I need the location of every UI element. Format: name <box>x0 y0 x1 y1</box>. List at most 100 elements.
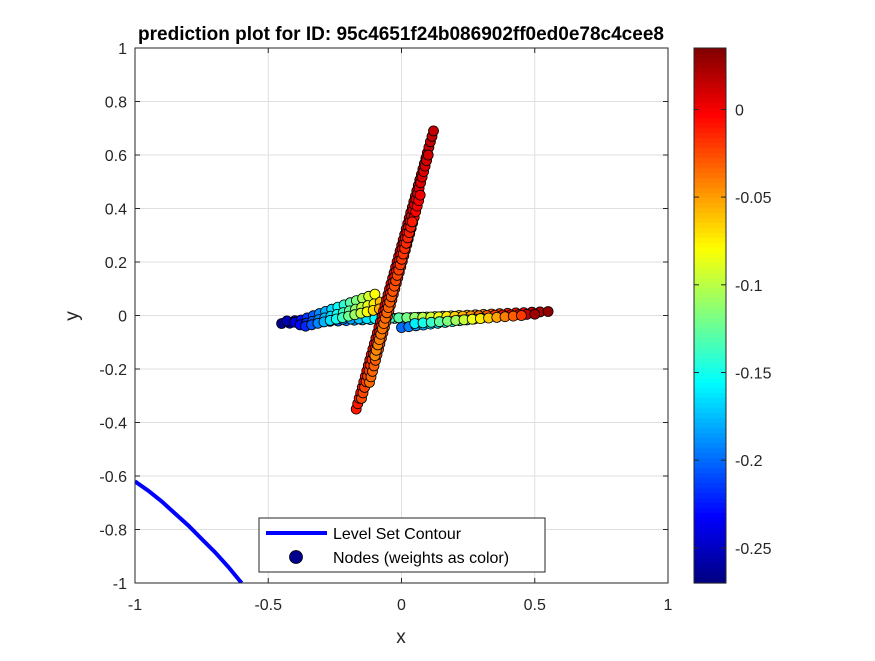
colorbar-band <box>694 223 726 229</box>
colorbar-band <box>694 478 726 484</box>
colorbar-band <box>694 153 726 159</box>
colorbar-band <box>694 473 726 479</box>
colorbar-band <box>694 278 726 284</box>
colorbar-band <box>694 498 726 504</box>
colorbar-band <box>694 158 726 164</box>
colorbar-band <box>694 483 726 489</box>
colorbar-band <box>694 443 726 449</box>
colorbar-box <box>693 47 727 584</box>
colorbar-band <box>694 333 726 339</box>
colorbar-band <box>694 523 726 529</box>
colorbar-band <box>694 503 726 509</box>
y-tick-label: -1 <box>113 576 127 593</box>
colorbar-band <box>694 228 726 234</box>
colorbar-band <box>694 293 726 299</box>
colorbar-band <box>694 328 726 334</box>
colorbar-band <box>694 568 726 574</box>
x-tick-label: -1 <box>128 597 142 614</box>
colorbar-band <box>694 288 726 294</box>
colorbar-band <box>694 363 726 369</box>
y-tick-label: -0.2 <box>99 362 127 379</box>
colorbar-band <box>694 533 726 539</box>
colorbar-band <box>694 448 726 454</box>
colorbar-band <box>694 193 726 199</box>
colorbar-band <box>694 248 726 254</box>
colorbar-band <box>694 163 726 169</box>
level-set-layer <box>135 479 244 583</box>
colorbar-band <box>694 563 726 569</box>
node-point <box>414 189 426 201</box>
level-set-contour-line <box>135 479 244 583</box>
colorbar-band <box>694 403 726 409</box>
colorbar-band <box>694 423 726 429</box>
colorbar-band <box>694 468 726 474</box>
colorbar-tick-label: -0.25 <box>735 541 772 558</box>
colorbar-band <box>694 528 726 534</box>
colorbar-tick-label: -0.1 <box>735 278 763 295</box>
colorbar-band <box>694 148 726 154</box>
colorbar-band <box>694 103 726 109</box>
node-point <box>428 125 439 137</box>
colorbar-band <box>694 48 726 54</box>
colorbar-band <box>694 428 726 434</box>
colorbar-band <box>694 438 726 444</box>
legend-label-level-set: Level Set Contour <box>333 526 462 543</box>
colorbar-band <box>694 98 726 104</box>
colorbar-band <box>694 343 726 349</box>
colorbar-band <box>694 273 726 279</box>
colorbar-band <box>694 218 726 224</box>
y-axis-label: y <box>62 311 83 321</box>
y-tick-label: 0.2 <box>105 255 127 272</box>
colorbar-band <box>694 373 726 379</box>
node-point <box>406 216 418 228</box>
nodes-legend-swatch <box>289 550 303 564</box>
colorbar-band <box>694 413 726 419</box>
colorbar-band <box>694 108 726 114</box>
colorbar-band <box>694 58 726 64</box>
colorbar-tick-label: 0 <box>735 102 744 119</box>
colorbar-band <box>694 123 726 129</box>
chart-title: prediction plot for ID: 95c4651f24b08690… <box>138 24 664 45</box>
colorbar-band <box>694 508 726 514</box>
y-tick-label: 0.4 <box>105 202 127 219</box>
colorbar-band <box>694 283 726 289</box>
colorbar-band <box>694 133 726 139</box>
colorbar-band <box>694 378 726 384</box>
node-point <box>529 308 541 320</box>
colorbar-band <box>694 253 726 259</box>
colorbar-band <box>694 88 726 94</box>
colorbar-band <box>694 178 726 184</box>
colorbar-band <box>694 418 726 424</box>
x-tick-label: 1 <box>664 597 673 614</box>
colorbar-band <box>694 93 726 99</box>
colorbar-band <box>694 398 726 404</box>
colorbar-band <box>694 238 726 244</box>
colorbar-band <box>694 203 726 209</box>
colorbar-band <box>694 213 726 219</box>
x-tick-label: 0.5 <box>524 597 546 614</box>
y-tick-labels: -1 -0.8 -0.6 -0.4 -0.2 0 0.2 0.4 0.6 0.8 1 <box>99 41 127 593</box>
colorbar-band <box>694 383 726 389</box>
colorbar-band <box>694 488 726 494</box>
colorbar-band <box>694 183 726 189</box>
colorbar-band <box>694 393 726 399</box>
x-axis-label: x <box>396 627 406 648</box>
colorbar-band <box>694 323 726 329</box>
colorbar-band <box>694 243 726 249</box>
colorbar-band <box>694 73 726 79</box>
x-tick-label: -0.5 <box>254 597 282 614</box>
colorbar-band <box>694 313 726 319</box>
colorbar-tick-label: -0.15 <box>735 366 772 383</box>
legend: Level Set Contour Nodes (weights as colo… <box>258 517 546 573</box>
x-tick-labels: -1 -0.5 0 0.5 1 <box>128 597 673 614</box>
colorbar-band <box>694 578 726 584</box>
colorbar-band <box>694 353 726 359</box>
y-tick-label: 0.8 <box>105 95 127 112</box>
colorbar-band <box>694 368 726 374</box>
y-tick-label: -0.6 <box>99 469 127 486</box>
colorbar-band <box>694 513 726 519</box>
colorbar-band <box>694 493 726 499</box>
y-tick-label: 1 <box>118 41 127 58</box>
colorbar-band <box>694 168 726 174</box>
colorbar-band <box>694 388 726 394</box>
